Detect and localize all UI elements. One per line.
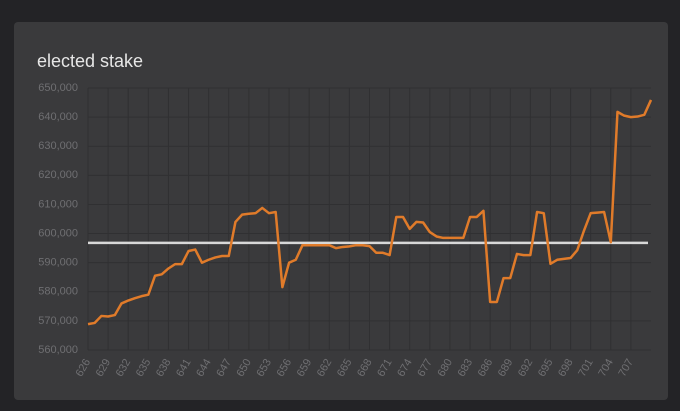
y-tick-label: 650,000 xyxy=(38,82,78,94)
y-tick-label: 640,000 xyxy=(38,111,78,123)
y-tick-label: 570,000 xyxy=(38,315,78,327)
y-tick-label: 580,000 xyxy=(38,286,78,298)
data-line xyxy=(87,99,653,326)
y-tick-label: 560,000 xyxy=(38,344,78,356)
y-tick-label: 630,000 xyxy=(38,140,78,152)
y-tick-label: 590,000 xyxy=(38,257,78,269)
y-tick-label: 600,000 xyxy=(38,227,78,239)
card xyxy=(14,22,668,400)
y-tick-label: 610,000 xyxy=(38,198,78,210)
chart-title: elected stake xyxy=(37,51,143,71)
y-tick-label: 620,000 xyxy=(38,169,78,181)
